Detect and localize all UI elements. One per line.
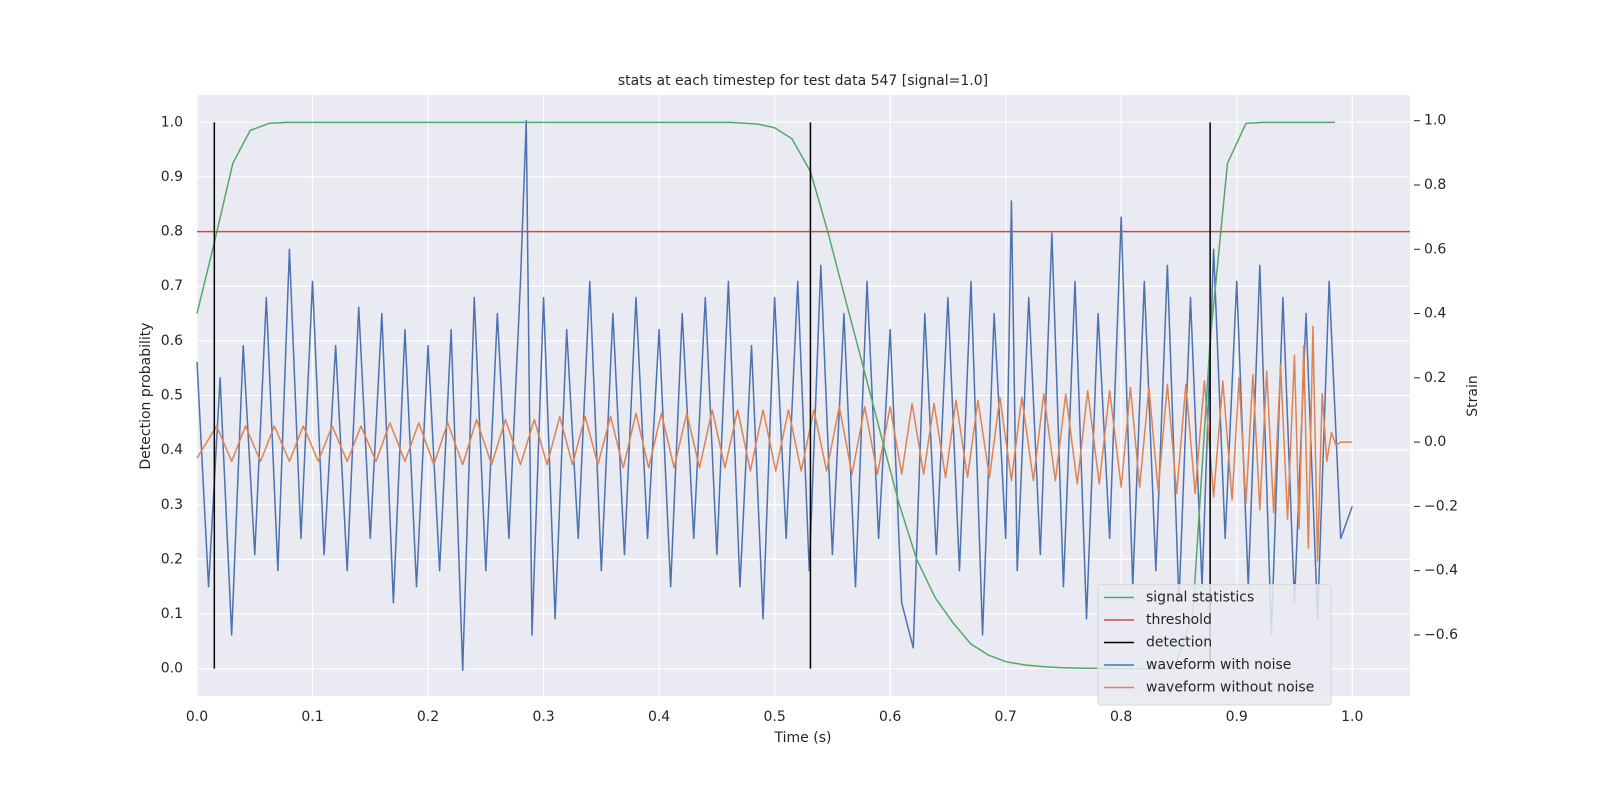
legend-label: detection <box>1146 635 1212 651</box>
x-tick-label: 0.6 <box>879 709 901 725</box>
y2-tick-label: 0.0 <box>1424 434 1446 450</box>
x-tick-label: 0.5 <box>763 709 785 725</box>
x-tick-label: 0.3 <box>532 709 554 725</box>
series-line <box>196 119 1353 672</box>
y-tick-label: 0.0 <box>161 661 183 677</box>
labels: 0.0 0.1 0.2 0.3 0.4 0.5 0.6 0.7 0.8 0.9 1.0 0.0 0.1 0… <box>161 113 1458 725</box>
y-tick-label: 0.9 <box>161 169 183 185</box>
x-tick-label: 1.0 <box>1341 709 1363 725</box>
y2-tick-label: −0.2 <box>1424 498 1458 514</box>
x-tick-label: 0.7 <box>995 709 1017 725</box>
y-tick-label: 0.1 <box>161 606 183 622</box>
y2-tick-label: 0.8 <box>1424 177 1446 193</box>
y-tick-label: 1.0 <box>161 114 183 130</box>
legend-label: waveform with noise <box>1146 657 1291 673</box>
marks <box>196 119 1410 672</box>
legend-label: signal statistics <box>1146 590 1254 606</box>
y2-tick-label: 0.2 <box>1424 370 1446 386</box>
y-tick-label: 0.7 <box>161 278 183 294</box>
y-tick-label: 0.6 <box>161 333 183 349</box>
y2-axis-label: Strain <box>1465 375 1481 416</box>
chart-title: stats at each timestep for test data 547… <box>618 73 988 89</box>
y-tick-label: 0.8 <box>161 224 183 240</box>
legend-label: waveform without noise <box>1146 680 1314 696</box>
x-tick-label: 0.8 <box>1110 709 1132 725</box>
x-tick-label: 0.2 <box>417 709 439 725</box>
y-tick-label: 0.5 <box>161 388 183 404</box>
x-axis-label: Time (s) <box>774 730 832 746</box>
y2-tick-label: 0.4 <box>1424 306 1446 322</box>
x-tick-label: 0.4 <box>648 709 670 725</box>
x-tick-label: 0.0 <box>186 709 208 725</box>
x-tick-label: 0.1 <box>301 709 323 725</box>
y2-tick-label: 0.6 <box>1424 241 1446 257</box>
legend-box <box>1097 584 1332 706</box>
y-tick-label: 0.2 <box>161 551 183 567</box>
y-tick-label: 0.4 <box>161 442 183 458</box>
legend-label: threshold <box>1146 612 1212 628</box>
x-tick-label: 0.9 <box>1226 709 1248 725</box>
y2-tick-label: 1.0 <box>1424 113 1446 129</box>
y2-tick-label: −0.4 <box>1424 563 1458 579</box>
legend: signal statistics threshold detection wavef… <box>1097 584 1332 706</box>
series-line <box>196 325 1353 562</box>
y-axis-label: Detection probability <box>138 322 154 469</box>
y-tick-label: 0.3 <box>161 497 183 513</box>
y2-tick-label: −0.6 <box>1424 627 1458 643</box>
